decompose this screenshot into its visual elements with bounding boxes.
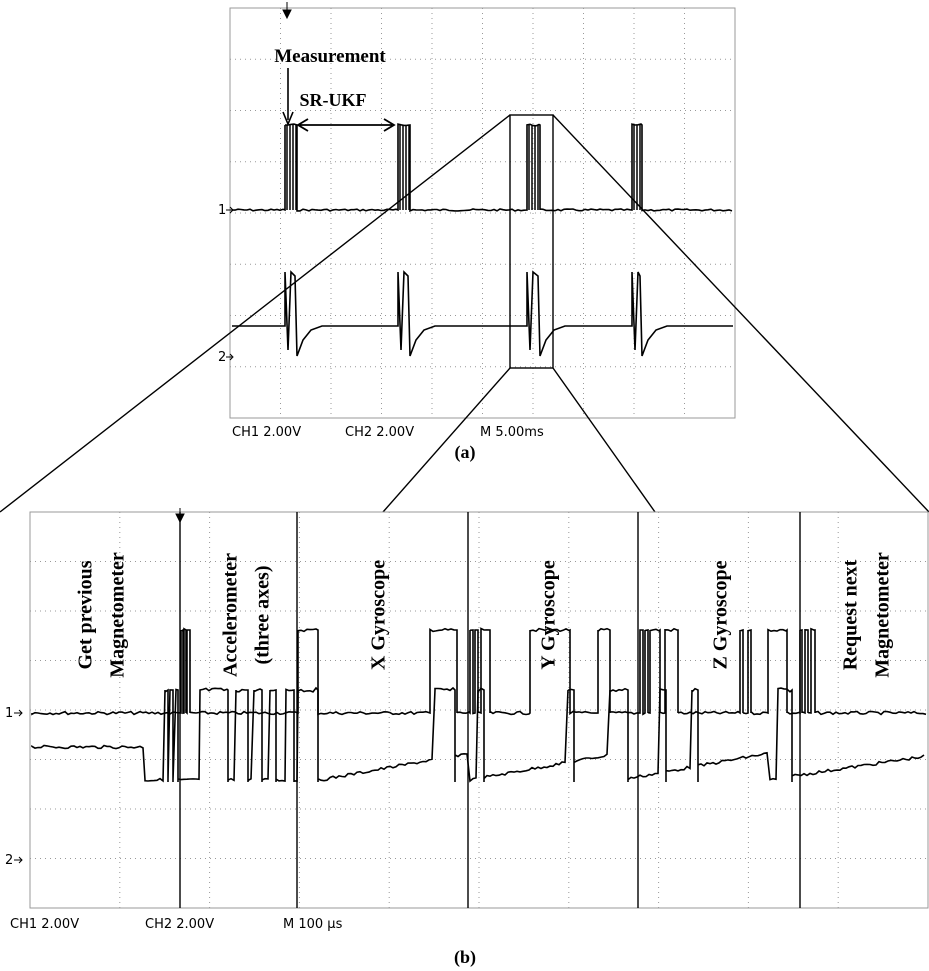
caption: (a): [455, 442, 476, 463]
marker-arrow: [14, 857, 22, 863]
marker-arrow: [14, 710, 22, 716]
section-label: Y Gyroscope: [538, 560, 560, 670]
section-label: Magnetometer: [872, 552, 894, 678]
status: CH2 2.00V: [145, 917, 214, 932]
channel-marker: 1: [5, 706, 13, 721]
section-label: (three axes): [252, 565, 274, 664]
section-label: X Gyroscope: [368, 560, 390, 670]
sr-ukf-label: SR-UKF: [300, 90, 367, 110]
section-label: Request next: [840, 559, 862, 670]
status: M 100 µs: [283, 917, 343, 932]
channel-marker: 2: [5, 853, 13, 868]
section-label: Get previous: [75, 560, 97, 669]
figure: Measurement SR-UKF 1 2 CH1 2.00V CH2 2.0…: [0, 0, 929, 971]
section-label: Magnetometer: [107, 552, 129, 678]
measurement-label: Measurement: [274, 46, 386, 67]
section-label: Z Gyroscope: [710, 560, 732, 669]
caption: (b): [454, 947, 476, 968]
status: CH1 2.00V: [10, 917, 79, 932]
channel-marker: 1: [218, 203, 226, 218]
status: CH1 2.00V: [232, 425, 301, 440]
status: M 5.00ms: [480, 425, 544, 440]
channel-marker: 2: [218, 350, 226, 365]
section-label: Accelerometer: [220, 553, 242, 677]
status: CH2 2.00V: [345, 425, 414, 440]
